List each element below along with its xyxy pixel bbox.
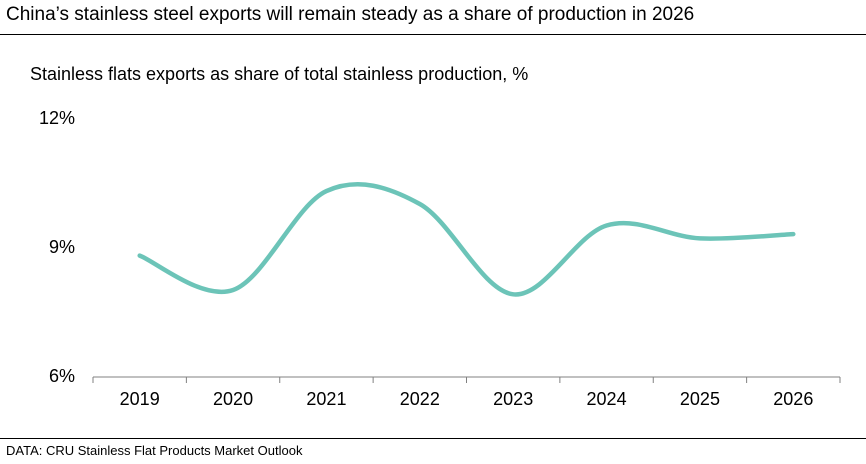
x-tick-label: 2026	[773, 389, 813, 409]
x-tick-label: 2024	[587, 389, 627, 409]
chart-title: China’s stainless steel exports will rem…	[6, 4, 695, 25]
data-point	[511, 292, 515, 296]
x-tick-label: 2025	[680, 389, 720, 409]
x-tick-label: 2023	[493, 389, 533, 409]
line-chart: 2019 2020 2021 2022 2023 2024 2025 2026 6% 9% 12%	[39, 108, 841, 409]
data-point	[698, 236, 702, 240]
data-point	[605, 224, 609, 228]
x-tick-label: 2021	[306, 389, 346, 409]
title-divider	[0, 34, 866, 35]
data-point	[138, 254, 142, 258]
y-tick-label: 12%	[39, 108, 75, 128]
x-tick-label: 2019	[120, 389, 160, 409]
chart-subtitle: Stainless flats exports as share of tota…	[30, 64, 529, 84]
data-point	[231, 288, 235, 292]
y-tick-label: 6%	[49, 366, 75, 386]
x-tick-label: 2022	[400, 389, 440, 409]
data-point	[418, 202, 422, 206]
data-point	[791, 232, 795, 236]
series-line	[137, 182, 796, 297]
data-point	[324, 189, 328, 193]
source-note: DATA: CRU Stainless Flat Products Market…	[6, 443, 303, 458]
y-tick-label: 9%	[49, 237, 75, 257]
x-tick-label: 2020	[213, 389, 253, 409]
footer-divider	[0, 438, 866, 439]
